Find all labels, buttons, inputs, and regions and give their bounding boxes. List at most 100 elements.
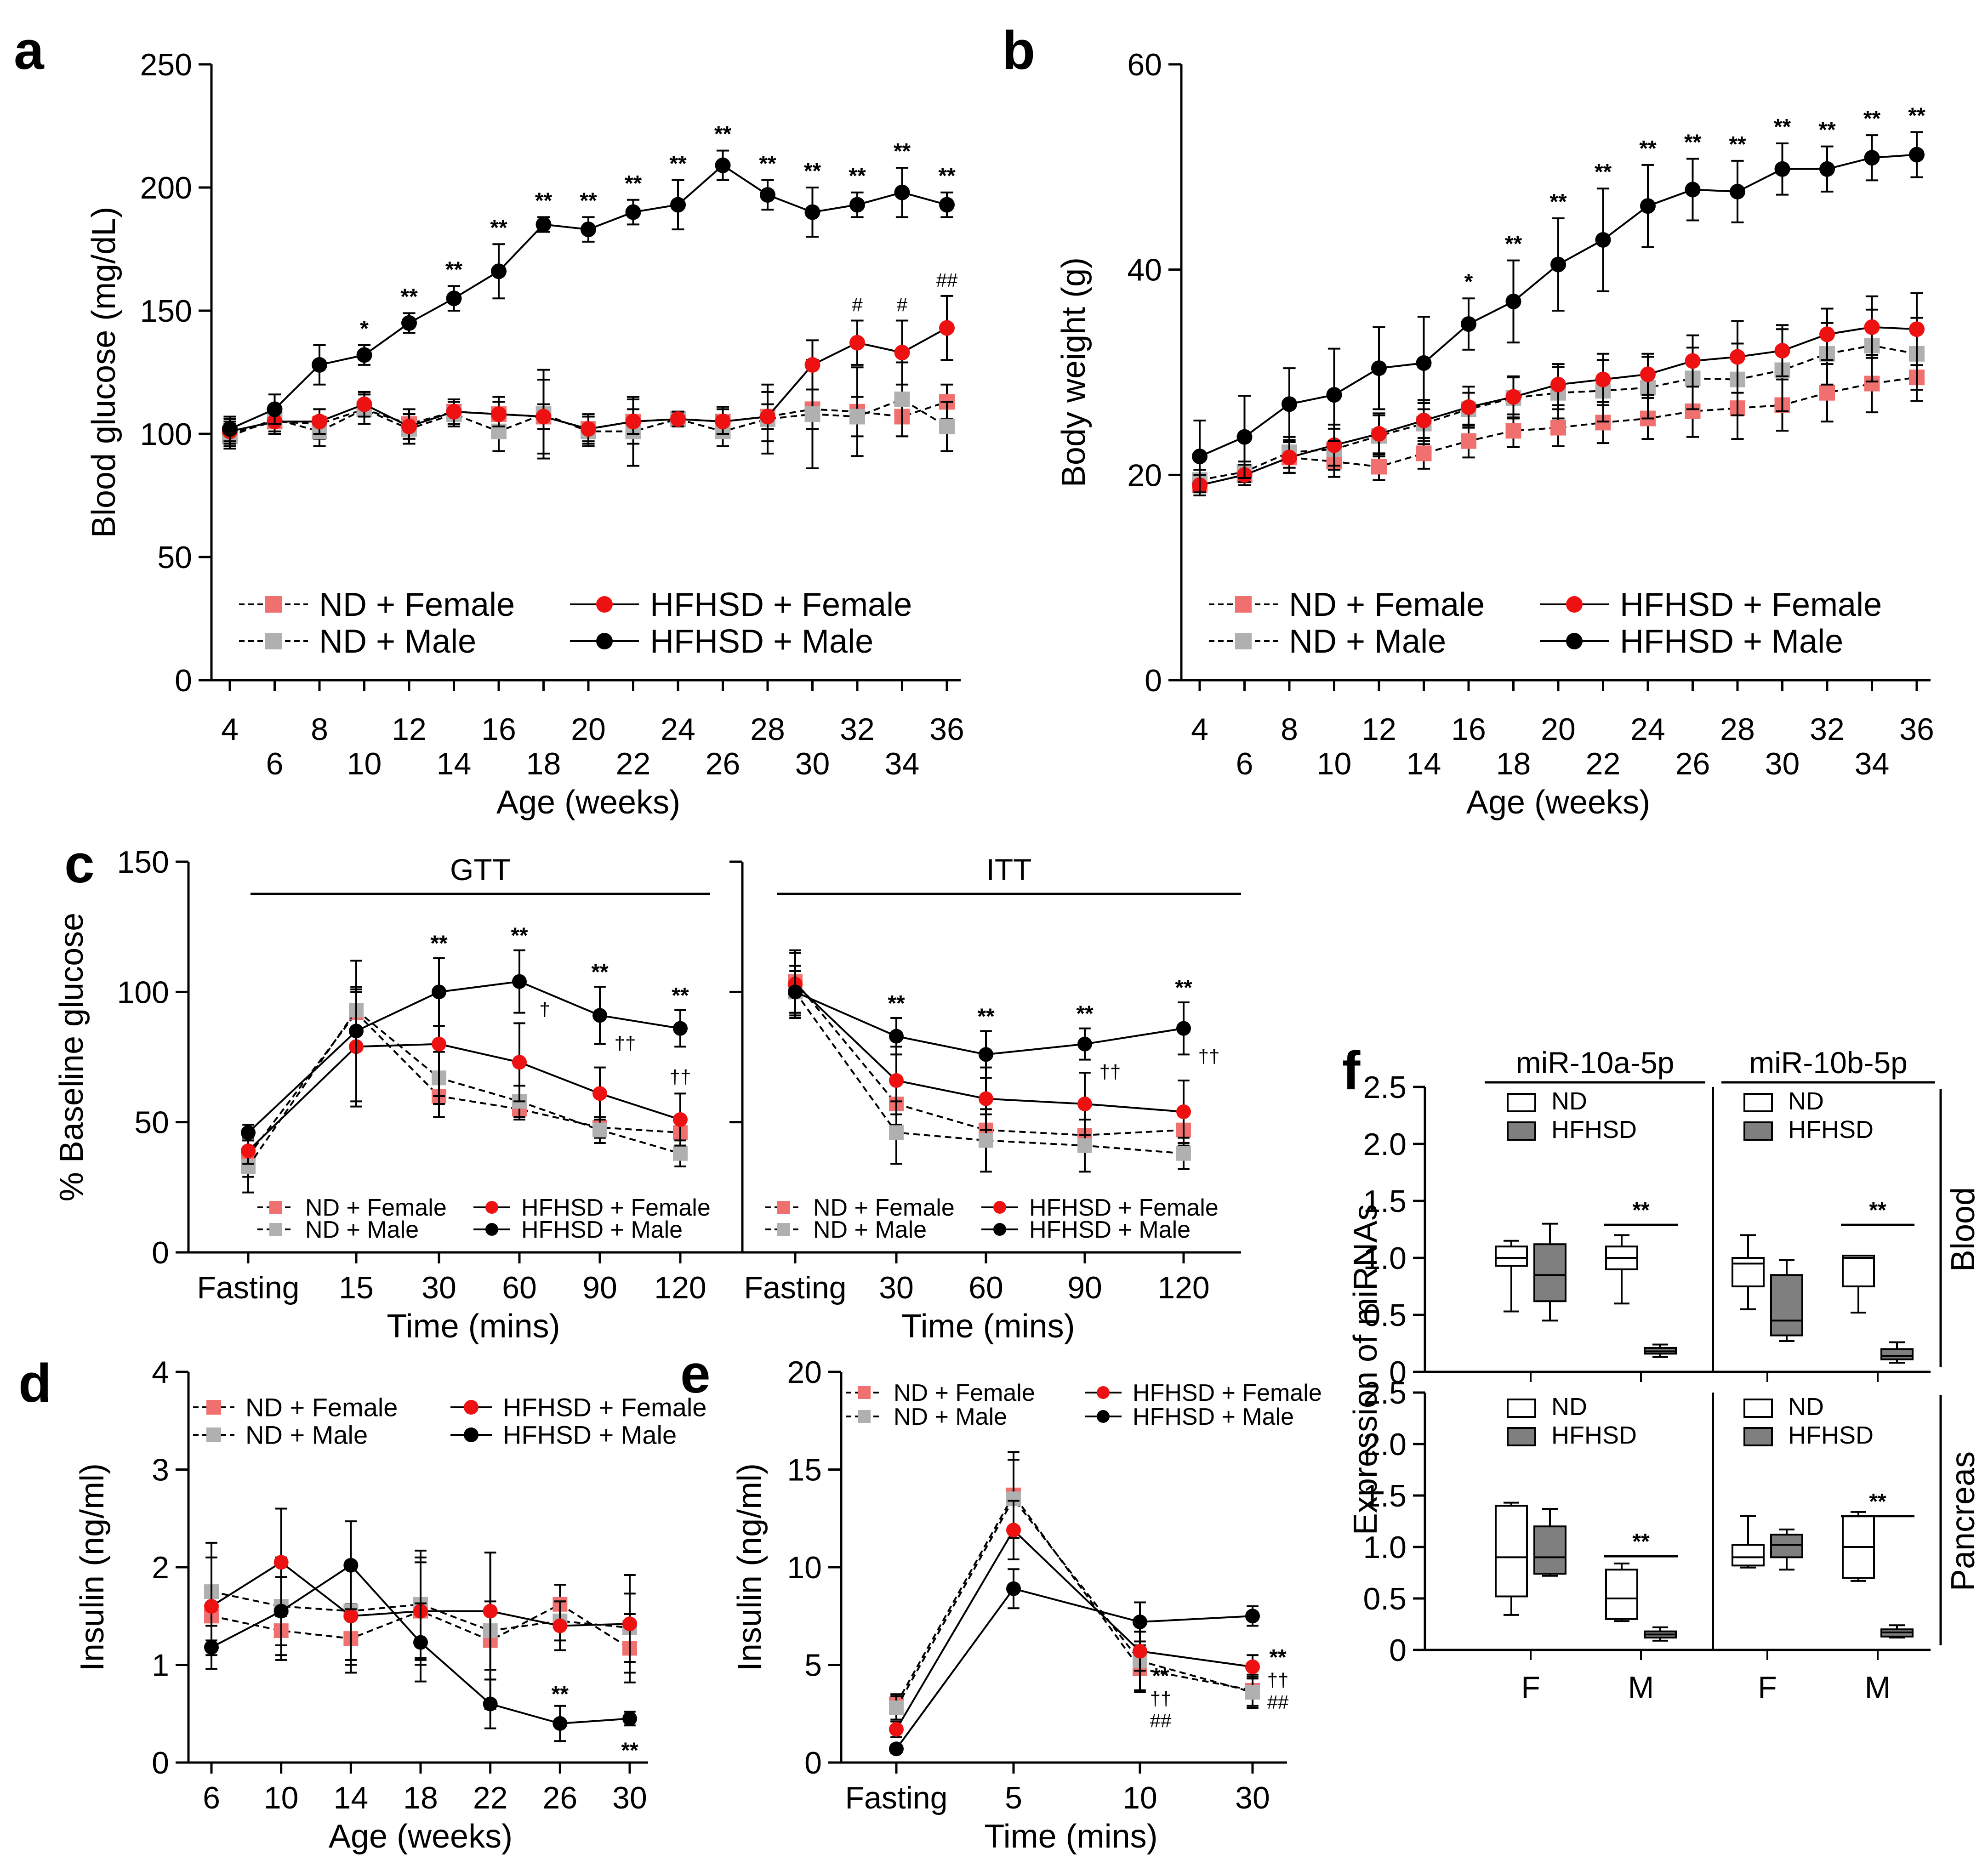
significance-marker: ** [1774,115,1791,139]
data-point-hf [1371,426,1387,442]
box-hfhsd [1644,1343,1677,1358]
legend-label-hf: HFHSD + Female [1620,586,1882,623]
legend-label-nm: ND + Male [305,1217,419,1243]
chart-panels: 0501001502002504681012141618202224262830… [53,47,1982,1855]
category-label: M [1865,1670,1891,1705]
legend-label-nm: ND + Male [245,1421,368,1450]
data-point-hm [760,187,775,203]
legend-box-nd [1507,1399,1536,1418]
significance-marker: ** [1549,190,1567,214]
data-point-hm [1326,387,1342,403]
x-tick-label: 14 [334,1780,369,1815]
legend-marker-hm [485,1223,498,1236]
y-tick-label: 1.5 [1363,1184,1407,1219]
data-point-hm [715,157,731,173]
x-tick-label: 16 [1451,712,1486,747]
significance-marker: ** [714,122,732,147]
significance-marker: ** [1908,103,1925,128]
data-point-hf [1505,389,1521,405]
x-tick-label: 10 [264,1780,299,1815]
data-point-hf [889,1722,904,1737]
legend-label-hm: HFHSD + Male [1620,623,1843,660]
x-tick-label: 36 [1899,712,1934,747]
significance-marker: ** [1869,1198,1886,1223]
data-point-nm [673,1146,688,1161]
legend-marker-nf [269,1201,282,1214]
significance-marker: ** [1175,976,1192,1000]
data-point-hf [622,1616,637,1632]
legend-box-nd [1743,1399,1773,1418]
significance-marker: ** [1639,136,1657,161]
legend-label-nf: ND + Female [305,1194,447,1221]
legend-label-nf: ND + Female [894,1380,1035,1406]
data-point-hm [356,347,372,363]
dagger-marker: † [539,999,550,1020]
legend-label-hm: HFHSD + Male [521,1217,683,1243]
y-tick-label: 2.5 [1363,1070,1407,1105]
legend-marker-nm [1235,633,1252,649]
y-axis-label: Insulin (ng/ml) [74,1463,111,1671]
panel-d: 0 1 2 3 4 6 10 14 18 22 26 30 Age (weeks) Insulin (ng… [74,1355,706,1855]
x-tick-label: 18 [526,746,561,781]
significance-marker: ** [672,984,689,1008]
x-tick-label: 36 [929,712,964,747]
y-tick-label: 0 [152,1746,169,1780]
legend-label-nf: ND + Female [813,1194,955,1221]
legend-label-nm: ND + Male [894,1404,1007,1430]
x-tick-label: 20 [571,712,606,747]
data-point-hm [204,1640,219,1655]
data-point-hm [535,216,552,233]
data-point-hm [1864,150,1880,166]
data-point-hm [1819,161,1835,177]
panel-a: 0 50 100 150 200 250 468 10 12 14 16 18 20 22 24 26 28 30… [85,47,964,821]
box-hfhsd [1644,1626,1677,1642]
data-point-hm [1416,355,1432,371]
panel-letter-f: f [1342,1041,1361,1101]
significance-marker: ** [1684,130,1702,154]
y-tick-label: 150 [140,294,192,329]
significance-marker: †† [1267,1669,1289,1691]
data-point-nm [889,1125,904,1140]
data-point-hf [1461,399,1476,415]
data-point-hm [1192,449,1208,465]
x-tick-label: 6 [1236,746,1253,781]
legend-label-nm: ND + Male [1289,623,1446,660]
panel-letter-b: b [1002,20,1035,81]
legend-marker-hm [464,1427,478,1442]
legend-label-nf: ND + Female [245,1393,398,1422]
x-tick-label: 28 [1720,712,1755,747]
y-tick-label: 0.5 [1363,1581,1407,1616]
row-label: Blood [1945,1187,1982,1272]
x-tick-label: 12 [1361,712,1396,747]
legend-marker-hf [1566,596,1583,613]
data-point-hm [622,1711,637,1726]
data-point-hf [1595,371,1611,387]
box-hfhsd [1880,1624,1914,1639]
data-point-hm [273,1604,289,1619]
data-point-nm [592,1122,607,1137]
data-point-nm [939,418,955,434]
data-point-nf [1461,433,1476,449]
dagger-marker: †† [1099,1061,1121,1083]
x-tick-label: 6 [203,1780,220,1815]
x-tick-label: 30 [612,1780,647,1815]
data-point-hm [1685,182,1701,198]
data-point-hf [1819,326,1835,342]
significance-marker: ** [1632,1530,1650,1554]
data-point-nm [894,391,910,407]
data-point-hm [413,1635,428,1650]
series-line-nf [895,1493,1253,1705]
data-point-hf [241,1143,256,1158]
x-tick-label: Fasting [197,1270,300,1305]
y-tick-label: 100 [140,417,192,452]
panel-letter-a: a [14,20,45,81]
significance-marker: ## [1267,1691,1289,1713]
data-point-hm [1595,232,1611,248]
subpanel-title: ITT [986,853,1032,887]
significance-marker: * [360,317,369,341]
series-line-nf [247,1011,681,1157]
data-point-hm [889,1029,904,1044]
box-nd [1842,1255,1875,1314]
data-point-nm [804,406,820,422]
box-hfhsd [1533,1508,1566,1577]
